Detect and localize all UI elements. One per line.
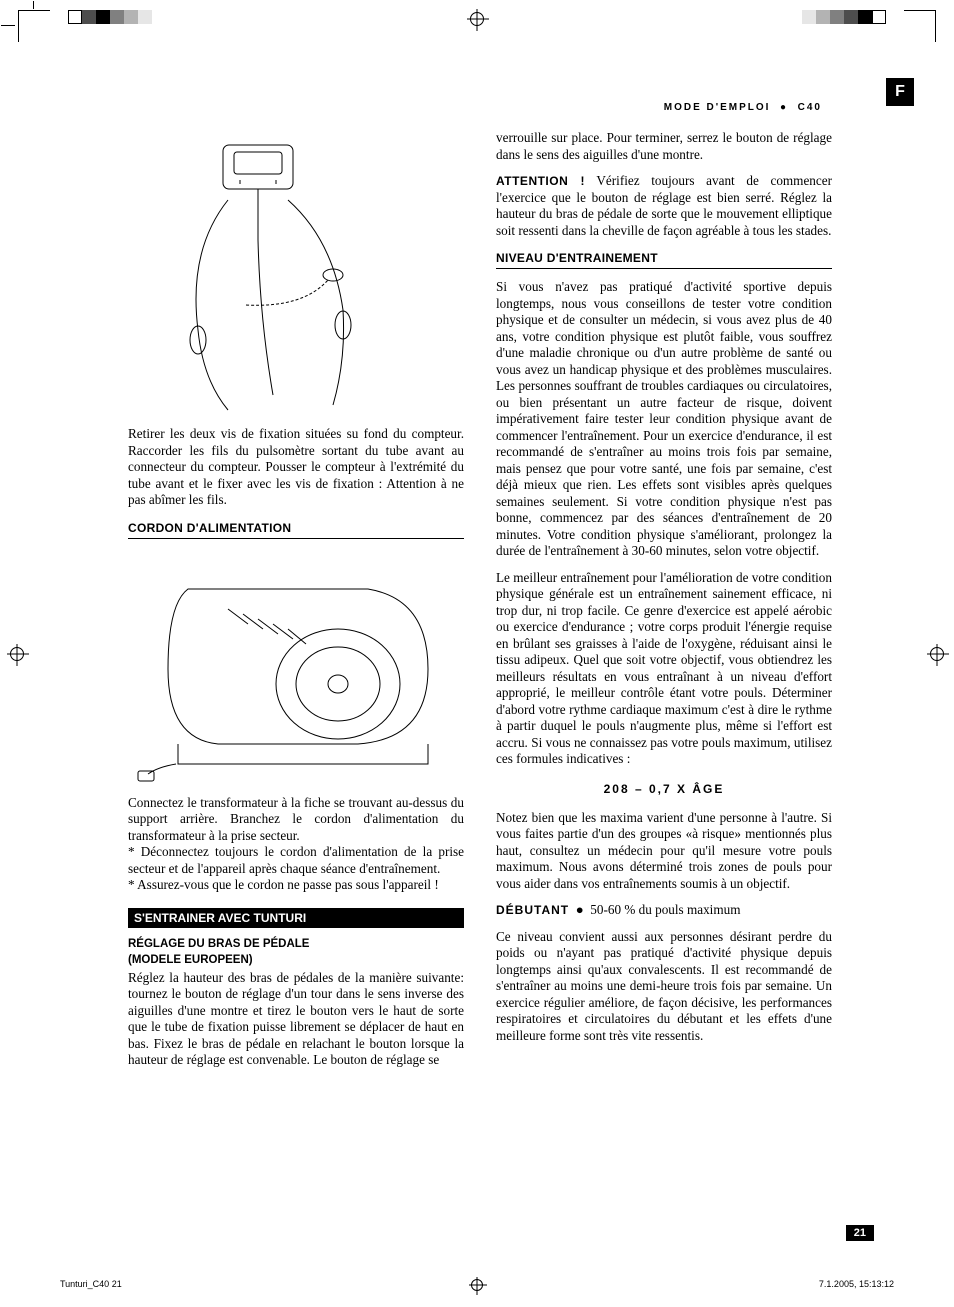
debutant-label: DÉBUTANT [496, 903, 569, 917]
paragraph: verrouille sur place. Pour terminer, ser… [496, 130, 832, 163]
page-number: 21 [846, 1225, 874, 1241]
crop-mark-tr [904, 10, 936, 42]
diagram-icon [128, 130, 464, 420]
footer-left: Tunturi_C40 21 [60, 1279, 122, 1289]
registration-mark-top [470, 12, 484, 26]
formula-text: 208 – 0,7 X ÂGE [496, 782, 832, 796]
figure-power-cord [128, 549, 464, 789]
paragraph: Le meilleur entraînement pour l'améliora… [496, 570, 832, 768]
page-content: Retirer les deux vis de fixation situées… [128, 130, 832, 1079]
paragraph: Si vous n'avez pas pratiqué d'activité s… [496, 279, 832, 560]
registration-mark-bottom [471, 1279, 483, 1291]
debutant-line: DÉBUTANT ● 50-60 % du pouls maximum [496, 902, 832, 919]
section-heading-niveau: NIVEAU D'ENTRAINEMENT [496, 251, 832, 269]
paragraph: * Déconnectez toujours le cordon d'alime… [128, 844, 464, 877]
right-column: verrouille sur place. Pour terminer, ser… [496, 130, 832, 1079]
crop-mark-tl [18, 10, 50, 42]
footer-right: 7.1.2005, 15:13:12 [819, 1279, 894, 1289]
figure-console-assembly [128, 130, 464, 420]
diagram-icon [128, 549, 464, 789]
printer-marks [0, 0, 954, 30]
paragraph: Retirer les deux vis de fixation situées… [128, 426, 464, 509]
section-bar-training: S'ENTRAINER AVEC TUNTURI [128, 908, 464, 928]
color-swatches-right [802, 10, 886, 24]
paragraph: Ce niveau convient aussi aux personnes d… [496, 929, 832, 1045]
section-subheading-model: (MODELE EUROPEEN) [128, 954, 464, 966]
paragraph: Notez bien que les maxima varient d'une … [496, 810, 832, 893]
header-model: C40 [798, 102, 822, 113]
paragraph: * Assurez-vous que le cordon ne passe pa… [128, 877, 464, 894]
attention-paragraph: ATTENTION ! Vérifiez toujours avant de c… [496, 173, 832, 239]
attention-label: ATTENTION ! [496, 174, 585, 188]
section-heading-cord: CORDON D'ALIMENTATION [128, 521, 464, 539]
section-heading-pedal: RÉGLAGE DU BRAS DE PÉDALE [128, 938, 464, 950]
language-tab: F [886, 78, 914, 106]
registration-mark-left [10, 647, 24, 661]
paragraph: Réglez la hauteur des bras de pédales de… [128, 970, 464, 1069]
paragraph: Connectez le transformateur à la fiche s… [128, 795, 464, 845]
page-header: MODE D'EMPLOI ● C40 [664, 102, 822, 113]
color-swatches-left [68, 10, 152, 24]
debutant-text: 50-60 % du pouls maximum [587, 902, 740, 917]
header-doc-type: MODE D'EMPLOI [664, 102, 771, 113]
registration-mark-right [930, 647, 944, 661]
left-column: Retirer les deux vis de fixation situées… [128, 130, 464, 1079]
